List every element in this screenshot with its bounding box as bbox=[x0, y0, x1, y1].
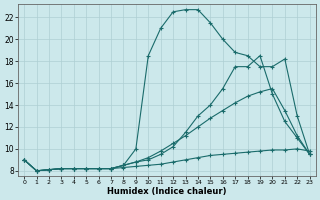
X-axis label: Humidex (Indice chaleur): Humidex (Indice chaleur) bbox=[107, 187, 227, 196]
